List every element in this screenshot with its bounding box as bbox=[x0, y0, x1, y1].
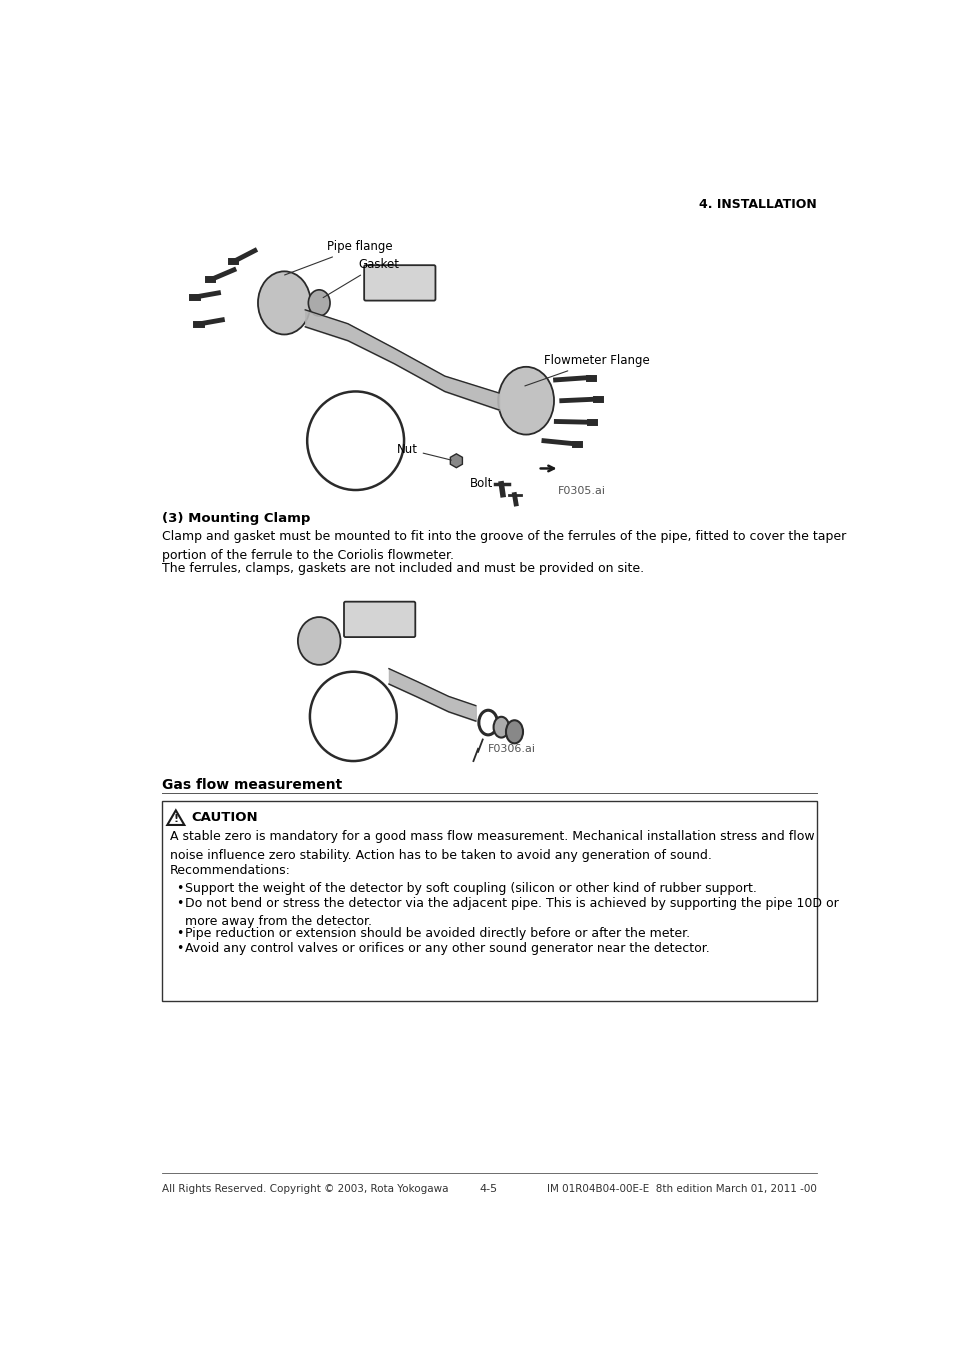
Text: All Rights Reserved. Copyright © 2003, Rota Yokogawa: All Rights Reserved. Copyright © 2003, R… bbox=[162, 1184, 448, 1193]
FancyBboxPatch shape bbox=[364, 265, 435, 301]
Text: Avoid any control valves or orifices or any other sound generator near the detec: Avoid any control valves or orifices or … bbox=[185, 942, 709, 954]
Text: Gasket: Gasket bbox=[323, 258, 398, 297]
Text: Pipe flange: Pipe flange bbox=[284, 240, 393, 275]
Ellipse shape bbox=[257, 271, 311, 335]
Text: Bolt: Bolt bbox=[469, 478, 493, 490]
Text: F0306.ai: F0306.ai bbox=[488, 744, 536, 753]
Ellipse shape bbox=[308, 290, 330, 316]
Text: The ferrules, clamps, gaskets are not included and must be provided on site.: The ferrules, clamps, gaskets are not in… bbox=[162, 563, 643, 575]
Text: CAUTION: CAUTION bbox=[192, 811, 257, 824]
Text: 4. INSTALLATION: 4. INSTALLATION bbox=[699, 198, 816, 211]
Text: IM 01R04B04-00E-E  8th edition March 01, 2011 -00: IM 01R04B04-00E-E 8th edition March 01, … bbox=[546, 1184, 816, 1193]
Text: Pipe reduction or extension should be avoided directly before or after the meter: Pipe reduction or extension should be av… bbox=[185, 926, 690, 940]
Polygon shape bbox=[450, 454, 462, 467]
Text: A stable zero is mandatory for a good mass flow measurement. Mechanical installa: A stable zero is mandatory for a good ma… bbox=[170, 830, 814, 861]
FancyBboxPatch shape bbox=[344, 602, 415, 637]
Text: F0305.ai: F0305.ai bbox=[558, 486, 605, 495]
Text: •: • bbox=[175, 926, 183, 940]
FancyBboxPatch shape bbox=[162, 801, 816, 1002]
Text: Clamp and gasket must be mounted to fit into the groove of the ferrules of the p: Clamp and gasket must be mounted to fit … bbox=[162, 531, 845, 562]
Text: Nut: Nut bbox=[396, 443, 451, 460]
Text: Do not bend or stress the detector via the adjacent pipe. This is achieved by su: Do not bend or stress the detector via t… bbox=[185, 898, 838, 929]
Text: Gas flow measurement: Gas flow measurement bbox=[162, 778, 342, 792]
Text: Support the weight of the detector by soft coupling (silicon or other kind of ru: Support the weight of the detector by so… bbox=[185, 882, 757, 895]
Text: Recommendations:: Recommendations: bbox=[170, 864, 291, 878]
Ellipse shape bbox=[297, 617, 340, 664]
Text: •: • bbox=[175, 898, 183, 910]
Text: •: • bbox=[175, 942, 183, 954]
Text: (3) Mounting Clamp: (3) Mounting Clamp bbox=[162, 513, 310, 525]
Text: Flowmeter Flange: Flowmeter Flange bbox=[524, 354, 649, 386]
Ellipse shape bbox=[493, 717, 509, 737]
Text: !: ! bbox=[173, 814, 178, 824]
Ellipse shape bbox=[497, 367, 554, 435]
Text: 4-5: 4-5 bbox=[479, 1184, 497, 1193]
Text: •: • bbox=[175, 882, 183, 895]
Ellipse shape bbox=[505, 721, 522, 744]
